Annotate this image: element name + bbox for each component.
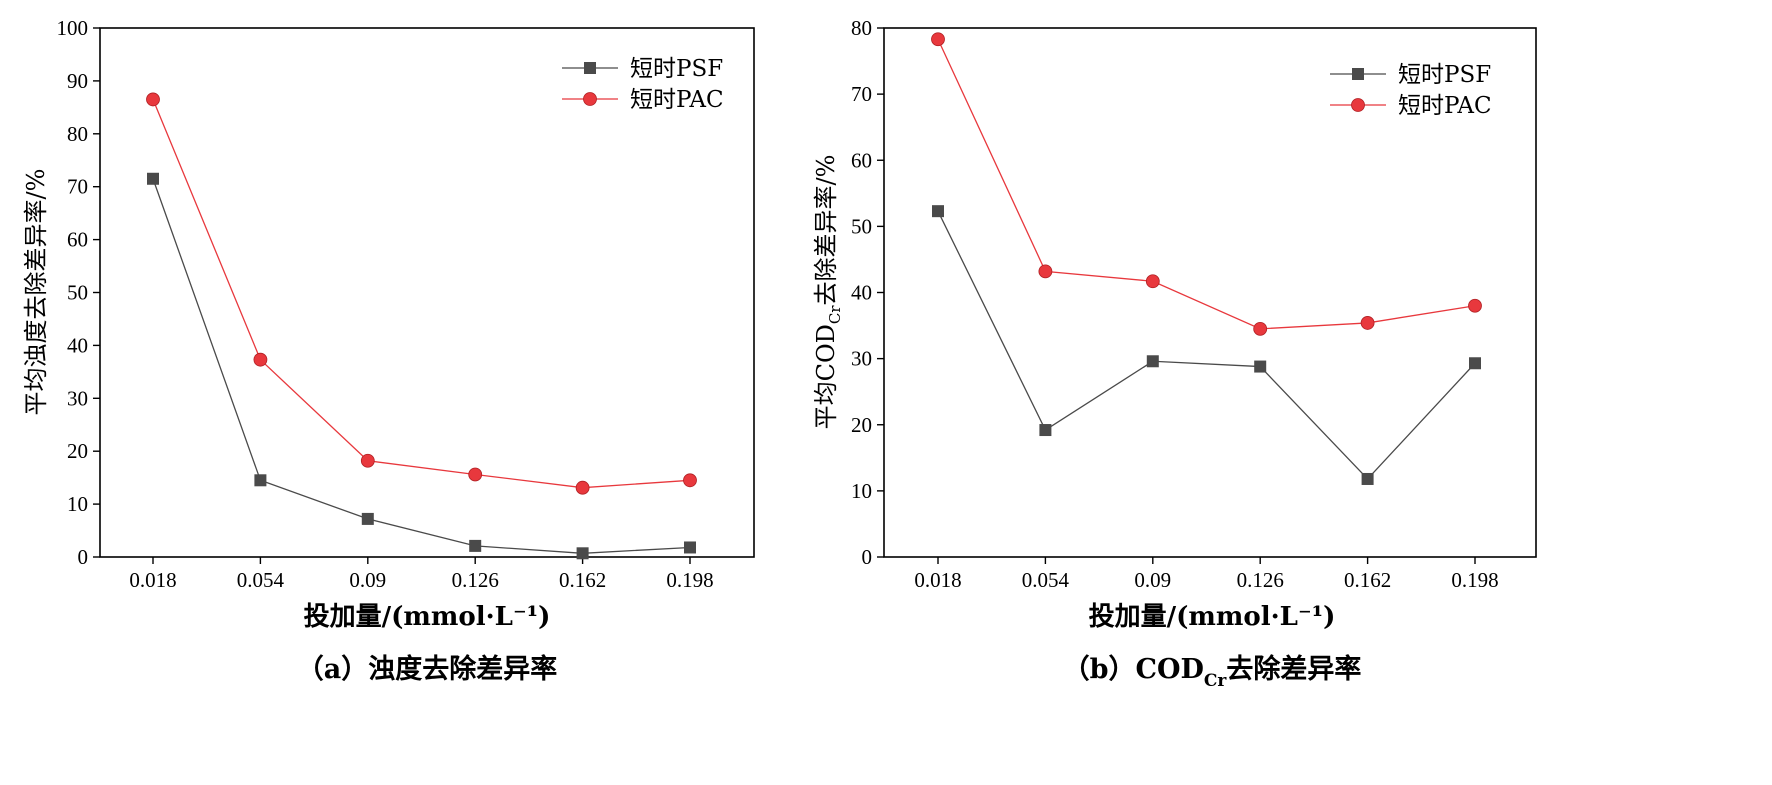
chart-a-series-line-psf bbox=[152, 178, 691, 554]
chart-b-psf-point bbox=[1469, 357, 1481, 370]
chart-a-x-tick-label: 0.198 bbox=[666, 568, 713, 592]
chart-a-pac-point bbox=[253, 352, 268, 367]
chart-a-x-tick-label: 0.018 bbox=[129, 568, 176, 592]
chart-a-series-line-pac bbox=[152, 99, 691, 489]
chart-b-series-line-pac bbox=[937, 38, 1476, 330]
chart-b-y-tick-label: 60 bbox=[851, 148, 872, 172]
chart-a-pac-point bbox=[360, 453, 375, 468]
chart-a-series bbox=[146, 92, 697, 560]
chart-a-x-tick-label: 0.162 bbox=[559, 568, 606, 592]
chart-b-x-tick-label: 0.054 bbox=[1022, 568, 1070, 592]
chart-a-pac-point bbox=[683, 473, 697, 488]
chart-a-legend: 短时PSF 短时PAC bbox=[562, 56, 724, 113]
chart-a-y-tick-label: 30 bbox=[67, 386, 88, 410]
chart-a: 0 10 20 30 40 50 60 70 80 90 100 0.018 0.054 0.09 0.1… bbox=[22, 16, 755, 685]
chart-a-legend-marker-pac bbox=[583, 92, 597, 106]
chart-a-psf-point bbox=[254, 474, 267, 487]
chart-a-legend-label-pac: 短时PAC bbox=[630, 87, 724, 113]
chart-b-x-tick-label: 0.09 bbox=[1134, 568, 1171, 592]
chart-a-psf-point bbox=[147, 172, 159, 185]
chart-b-y-axis-label-prefix: 平均COD bbox=[812, 324, 840, 429]
chart-b-caption-sub: Cr bbox=[1204, 671, 1228, 691]
chart-b-y-tick-label: 0 bbox=[862, 545, 873, 569]
chart-b-x-tick-label: 0.198 bbox=[1451, 568, 1498, 592]
chart-a-psf-point bbox=[576, 547, 589, 560]
chart-a-psf-point bbox=[361, 512, 374, 525]
chart-b-pac-point bbox=[931, 32, 945, 47]
chart-b-psf-point bbox=[932, 205, 944, 218]
chart-b-pac-point bbox=[1145, 274, 1160, 289]
chart-a-y-tick-label: 50 bbox=[67, 281, 88, 305]
chart-b: 0 10 20 30 40 50 60 70 80 0.018 0.054 0.09 0.126 0.1… bbox=[812, 16, 1537, 691]
chart-b-caption: （b）CODCr去除差异率 bbox=[1063, 653, 1362, 691]
chart-a-y-axis-label: 平均浊度去除差异率/% bbox=[22, 169, 50, 416]
chart-b-pac-point bbox=[1468, 298, 1482, 313]
chart-b-x-tick-label: 0.162 bbox=[1344, 568, 1391, 592]
chart-b-psf-point bbox=[1254, 360, 1267, 373]
chart-b-pac-point bbox=[1038, 264, 1053, 279]
chart-b-y-tick-label: 70 bbox=[851, 82, 872, 106]
chart-a-y-tick-label: 70 bbox=[67, 175, 88, 199]
chart-b-psf-point bbox=[1039, 424, 1052, 437]
chart-b-x-tick-label: 0.126 bbox=[1237, 568, 1284, 592]
chart-b-series bbox=[931, 32, 1482, 485]
chart-a-y-tick-label: 90 bbox=[67, 69, 88, 93]
chart-a-legend-marker-psf bbox=[584, 62, 596, 74]
chart-b-legend-marker-pac bbox=[1351, 98, 1365, 112]
chart-b-pac-point bbox=[1360, 316, 1375, 330]
chart-b-y-tick-label: 20 bbox=[851, 413, 872, 437]
chart-a-x-ticks: 0.018 0.054 0.09 0.126 0.162 0.198 bbox=[129, 557, 714, 592]
chart-b-x-ticks: 0.018 0.054 0.09 0.126 0.162 0.198 bbox=[914, 557, 1499, 592]
chart-a-x-tick-label: 0.054 bbox=[237, 568, 285, 592]
chart-a-y-tick-label: 20 bbox=[67, 439, 88, 463]
chart-b-y-tick-label: 40 bbox=[851, 281, 872, 305]
chart-a-pac-point bbox=[146, 92, 160, 107]
chart-a-y-tick-label: 60 bbox=[67, 228, 88, 252]
chart-b-y-tick-label: 10 bbox=[851, 479, 872, 503]
chart-a-y-tick-label: 40 bbox=[67, 333, 88, 357]
chart-b-y-ticks: 0 10 20 30 40 50 60 70 80 bbox=[851, 16, 884, 569]
chart-b-caption-prefix: （b）COD bbox=[1063, 654, 1204, 685]
chart-b-y-tick-label: 30 bbox=[851, 347, 872, 371]
chart-b-legend: 短时PSF 短时PAC bbox=[1330, 62, 1492, 119]
chart-a-y-tick-label: 0 bbox=[78, 545, 89, 569]
chart-b-y-axis-label-sub: Cr bbox=[826, 305, 844, 324]
chart-b-y-axis-label: 平均CODCr去除差异率/% bbox=[812, 155, 844, 430]
chart-a-pac-point bbox=[575, 480, 590, 495]
chart-b-psf-point bbox=[1146, 355, 1159, 368]
chart-b-legend-marker-psf bbox=[1352, 68, 1364, 80]
chart-a-legend-label-psf: 短时PSF bbox=[630, 56, 723, 82]
chart-a-x-tick-label: 0.09 bbox=[349, 568, 386, 592]
chart-a-y-tick-label: 10 bbox=[67, 492, 88, 516]
chart-a-pac-point bbox=[468, 467, 483, 482]
chart-a-caption: （a）浊度去除差异率 bbox=[297, 653, 558, 685]
chart-b-y-tick-label: 80 bbox=[851, 16, 872, 40]
chart-b-psf-point bbox=[1361, 472, 1374, 485]
chart-b-series-line-psf bbox=[937, 210, 1476, 480]
chart-a-psf-point bbox=[469, 539, 482, 552]
chart-b-y-axis-label-suffix: 去除差异率/% bbox=[812, 155, 840, 306]
chart-b-caption-suffix: 去除差异率 bbox=[1226, 653, 1361, 685]
chart-a-y-tick-label: 100 bbox=[57, 16, 89, 40]
chart-a-y-tick-label: 80 bbox=[67, 122, 88, 146]
chart-a-psf-point bbox=[684, 541, 696, 554]
chart-b-y-tick-label: 50 bbox=[851, 214, 872, 238]
chart-a-y-ticks: 0 10 20 30 40 50 60 70 80 90 100 bbox=[57, 16, 100, 569]
chart-a-x-axis-label: 投加量/(mmol·L⁻¹) bbox=[304, 602, 551, 632]
chart-b-x-axis-label: 投加量/(mmol·L⁻¹) bbox=[1089, 602, 1336, 632]
chart-b-legend-label-pac: 短时PAC bbox=[1398, 93, 1492, 119]
chart-b-legend-label-psf: 短时PSF bbox=[1398, 62, 1491, 88]
chart-a-x-tick-label: 0.126 bbox=[452, 568, 499, 592]
chart-b-x-tick-label: 0.018 bbox=[914, 568, 961, 592]
chart-b-pac-point bbox=[1253, 321, 1268, 336]
